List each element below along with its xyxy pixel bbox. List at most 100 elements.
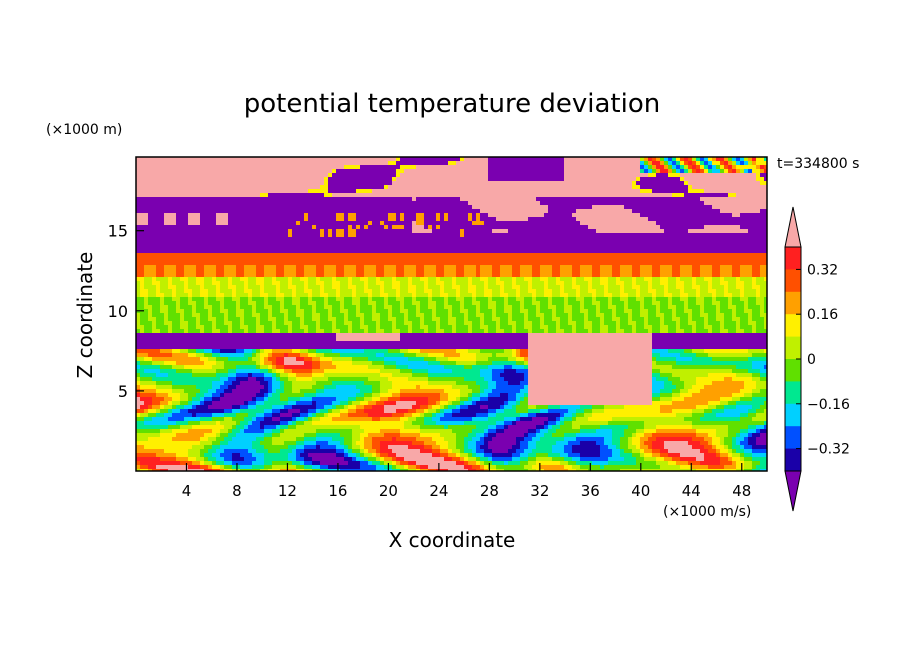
field-cell [260,277,265,282]
field-cell [676,241,681,246]
field-cell [224,201,229,206]
field-cell [392,177,397,182]
field-cell [196,257,201,262]
field-cell [528,277,533,282]
field-cell [536,233,541,238]
field-cell [548,169,553,174]
field-cell [452,233,457,238]
field-cell [708,213,713,218]
field-cell [628,197,633,202]
field-cell [212,257,217,262]
field-cell [256,157,261,162]
field-cell [380,205,385,210]
field-cell [328,229,333,234]
field-cell [488,185,493,190]
field-cell [404,165,409,170]
field-cell [580,277,585,282]
field-cell [488,181,493,186]
field-cell [432,177,437,182]
field-cell [204,229,209,234]
field-cell [484,201,489,206]
field-cell [392,249,397,254]
field-cell [648,217,653,222]
field-cell [488,269,493,274]
field-cell [756,261,761,266]
field-cell [236,281,241,286]
field-cell [660,277,665,282]
field-cell [440,165,445,170]
field-cell [728,249,733,254]
field-cell [440,205,445,210]
field-cell [596,161,601,166]
field-cell [372,245,377,250]
field-cell [172,169,177,174]
field-cell [532,245,537,250]
field-cell [548,269,553,274]
field-cell [200,173,205,178]
field-cell [420,157,425,162]
field-cell [236,209,241,214]
field-cell [500,281,505,286]
field-cell [252,265,257,270]
field-cell [596,261,601,266]
field-cell [336,173,341,178]
field-cell [580,205,585,210]
field-cell [184,281,189,286]
field-cell [600,233,605,238]
field-cell [224,265,229,270]
field-cell [712,161,717,166]
field-cell [336,181,341,186]
field-cell [656,273,661,278]
field-cell [276,237,281,242]
field-cell [388,217,393,222]
field-cell [232,237,237,242]
field-cell [468,281,473,286]
field-cell [268,229,273,234]
field-cell [752,217,757,222]
field-cell [764,193,767,198]
field-cell [684,177,689,182]
field-cell [288,265,293,270]
field-cell [740,217,745,222]
field-cell [588,205,593,210]
field-cell [224,229,229,234]
field-cell [304,241,309,246]
field-cell [636,157,641,162]
field-cell [320,217,325,222]
field-cell [712,209,717,214]
field-cell [492,173,497,178]
field-cell [280,237,285,242]
field-cell [432,205,437,210]
field-cell [300,205,305,210]
field-cell [376,217,381,222]
field-cell [188,281,193,286]
field-cell [484,213,489,218]
field-cell [716,213,721,218]
field-cell [704,241,709,246]
field-cell [472,261,477,266]
field-cell [612,173,617,178]
field-cell [292,205,297,210]
field-cell [428,205,433,210]
field-cell [188,273,193,278]
field-cell [184,157,189,162]
field-cell [704,265,709,270]
field-cell [148,221,153,226]
field-cell [564,193,569,198]
field-cell [556,173,561,178]
field-cell [616,225,621,230]
field-cell [728,173,733,178]
field-cell [572,201,577,206]
field-cell [604,245,609,250]
field-cell [716,249,721,254]
field-cell [532,273,537,278]
field-cell [304,177,309,182]
field-cell [224,261,229,266]
field-cell [664,205,669,210]
field-cell [752,169,757,174]
field-cell [764,185,767,190]
field-cell [680,217,685,222]
field-cell [320,221,325,226]
field-cell [220,169,225,174]
field-cell [376,165,381,170]
